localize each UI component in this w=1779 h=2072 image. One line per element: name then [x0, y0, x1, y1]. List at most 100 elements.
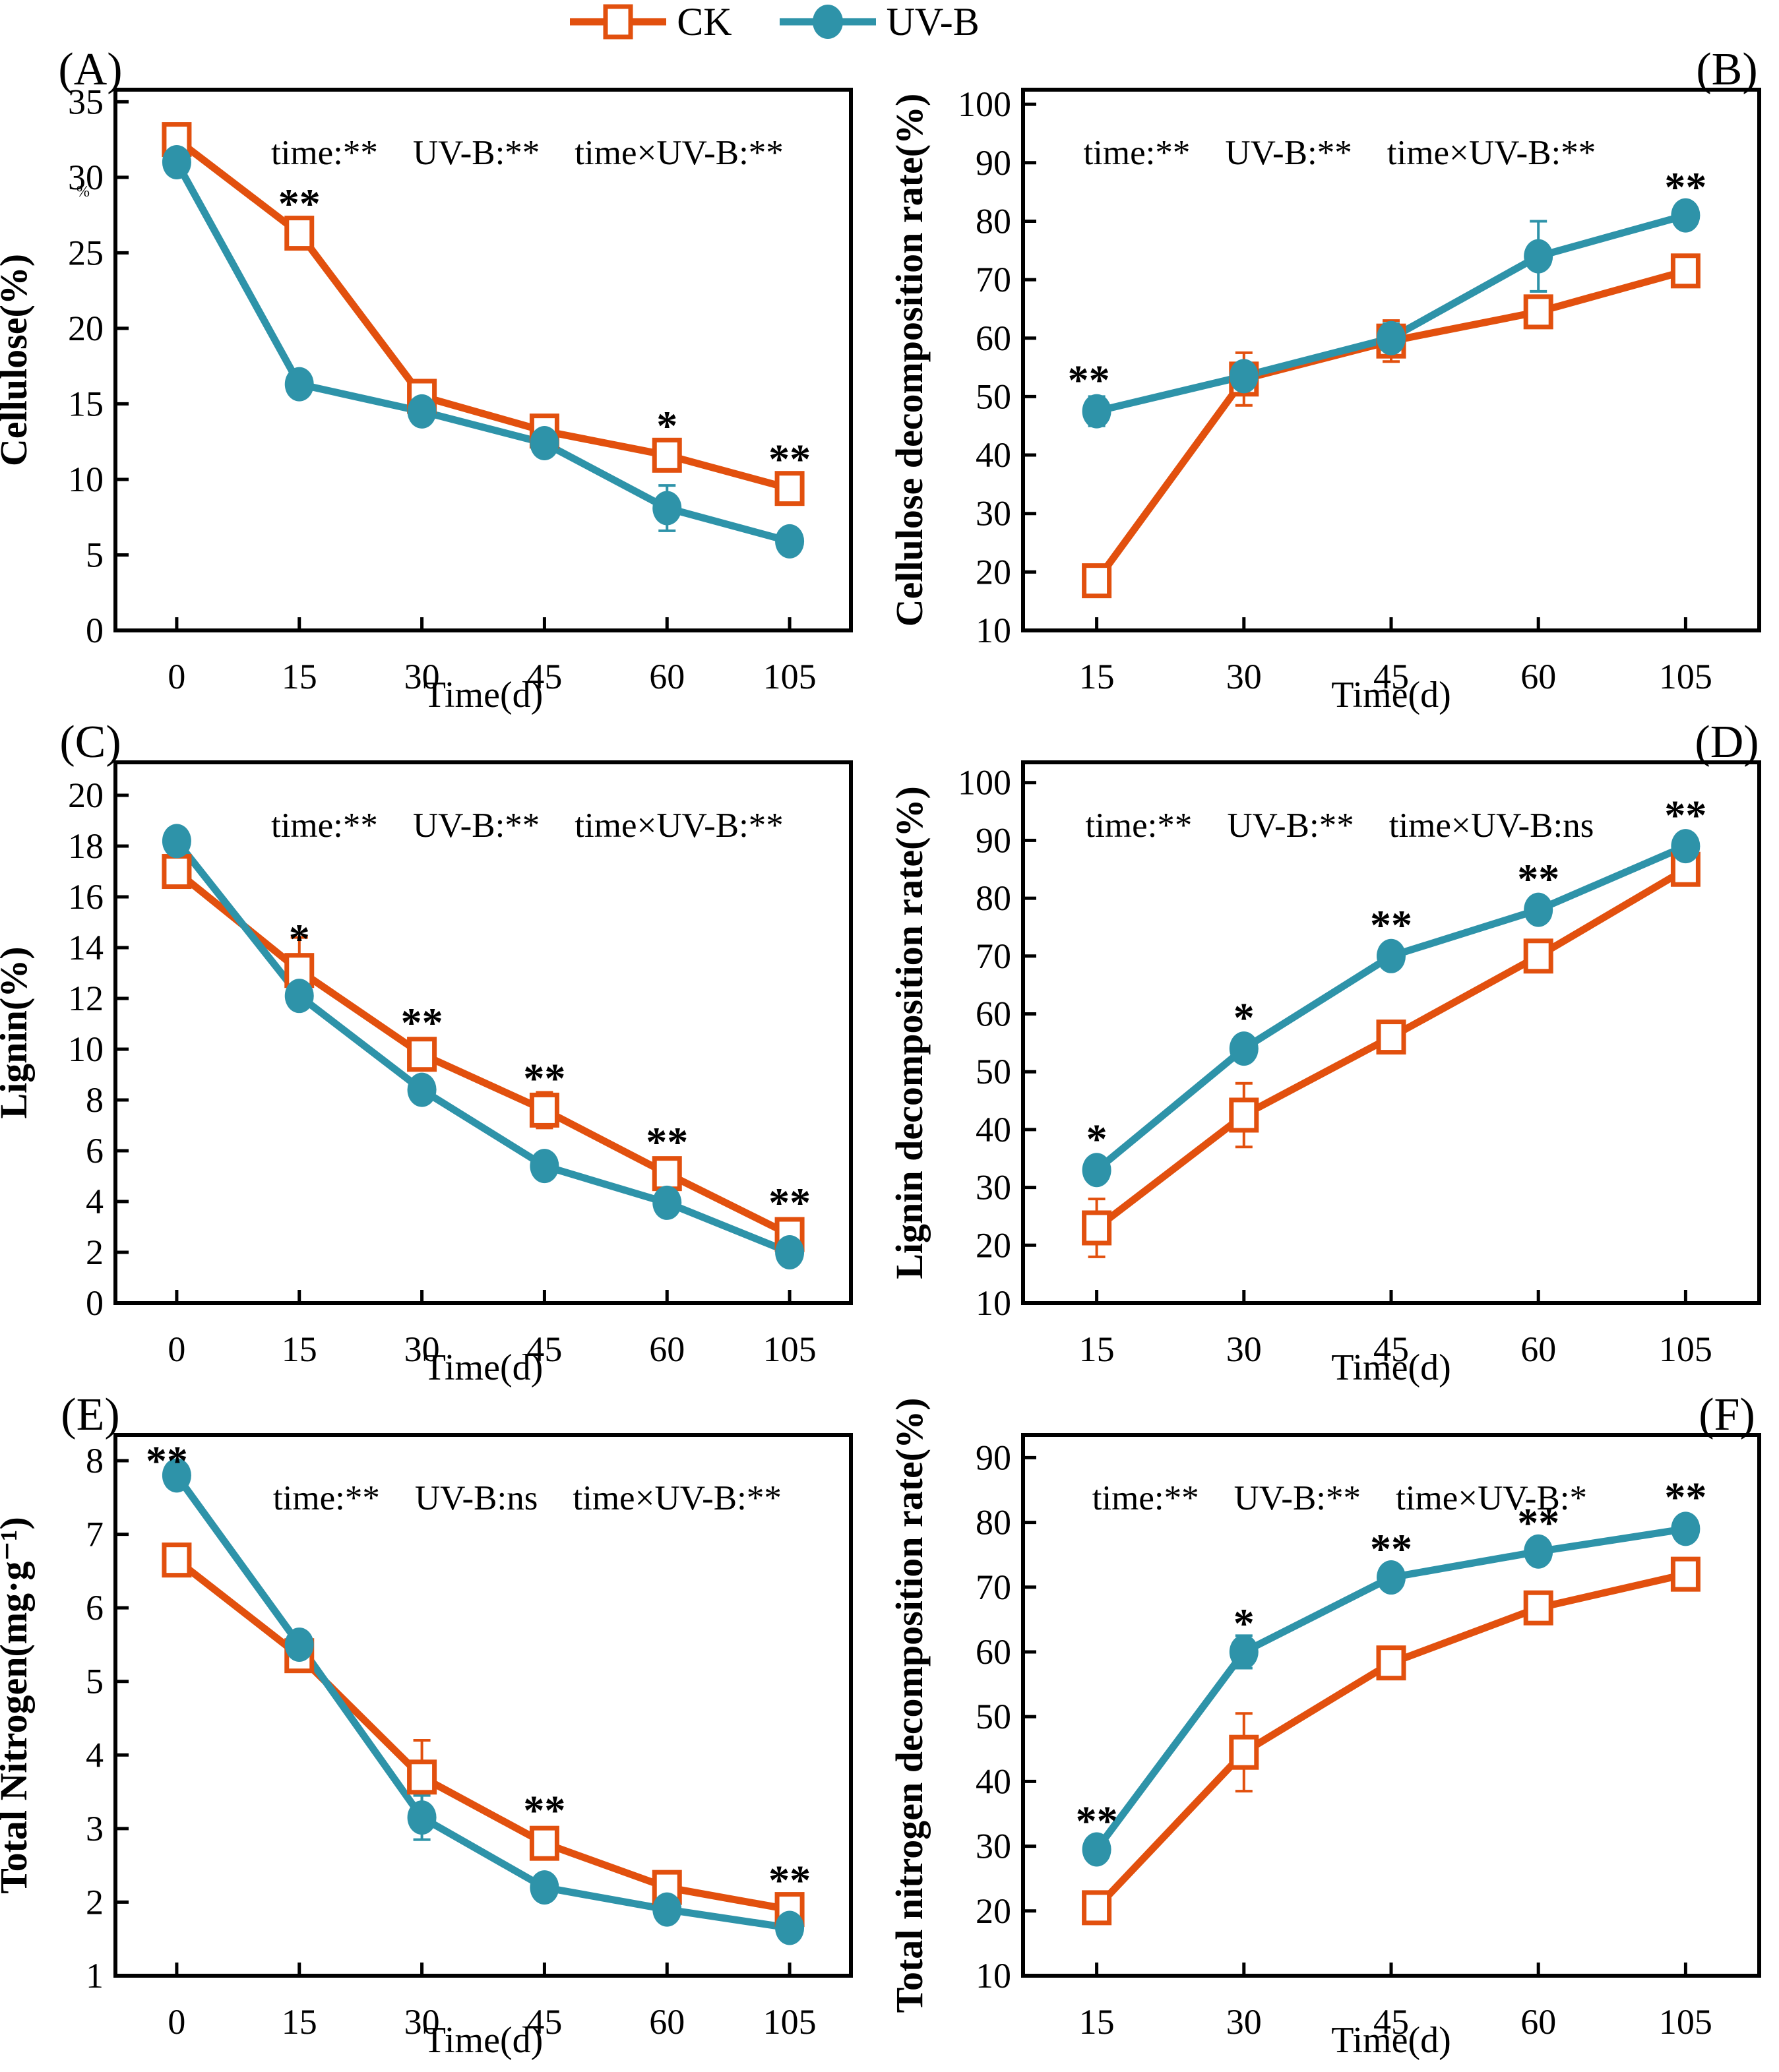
y-tick-label: 30 — [976, 494, 1011, 533]
significance-marker: ** — [768, 1179, 811, 1226]
significance-marker: ** — [1370, 901, 1412, 948]
x-tick-label: 30 — [1226, 2002, 1262, 2042]
x-tick-label: 30 — [1226, 1329, 1262, 1369]
y-tick-label: 5 — [86, 535, 104, 574]
x-axis-label: Time(d) — [1331, 2020, 1451, 2061]
ck-square-marker — [1523, 1590, 1553, 1626]
y-tick-label: 30 — [976, 1827, 1011, 1866]
significance-marker: ** — [401, 999, 443, 1046]
significance-marker: * — [1233, 1600, 1255, 1647]
x-axis-label: Time(d) — [1331, 1347, 1451, 1388]
y-tick-label: 10 — [976, 1956, 1011, 1996]
y-tick-label: 20 — [68, 309, 104, 348]
x-tick-label: 45 — [526, 1329, 562, 1369]
panel-b-cellulose-decomposition-chart: (B) 10 20 30 40 50 60 70 80 90 100 15 30 45 60 105 time:… — [888, 44, 1761, 716]
ck-square-marker — [1229, 1097, 1259, 1133]
y-tick-label: 0 — [86, 1283, 104, 1323]
plot-box — [113, 88, 853, 632]
uvb-circle-marker — [284, 979, 314, 1014]
uvb-circle-marker — [1229, 359, 1259, 394]
y-tick-label: 40 — [976, 435, 1011, 475]
y-tick-label: 3 — [86, 1809, 104, 1848]
uvb-circle-marker — [1082, 1153, 1111, 1188]
ck-square-marker — [774, 471, 805, 506]
ck-square-marker — [1376, 1020, 1406, 1055]
ck-square-marker — [1082, 563, 1112, 599]
legend-label-ck: CK — [677, 0, 732, 44]
uvb-circle-marker — [162, 824, 191, 859]
x-tick-label: 0 — [168, 2002, 185, 2042]
y-tick-label: 30 — [976, 1168, 1011, 1207]
y-tick-label: 60 — [976, 1632, 1011, 1672]
y-tick-label: 4 — [86, 1182, 104, 1221]
y-tick-label: 6 — [86, 1588, 104, 1628]
uvb-circle-marker — [1082, 1832, 1111, 1867]
x-tick-label: 30 — [404, 657, 440, 696]
x-tick-label: 45 — [526, 2002, 562, 2042]
significance-marker: ** — [278, 180, 321, 227]
y-tick-label: 20 — [976, 1225, 1011, 1265]
x-tick-label: 0 — [168, 1329, 185, 1369]
uvb-circle-marker — [407, 1072, 437, 1107]
y-tick-label: 25 — [68, 233, 104, 272]
uvb-circle-marker — [530, 425, 559, 460]
y-tick-label: 90 — [976, 143, 1011, 183]
y-tick-label: 5 — [86, 1662, 104, 1701]
x-tick-label: 105 — [763, 2002, 817, 2042]
ck-square-marker — [284, 216, 315, 251]
significance-marker: * — [1086, 1116, 1108, 1163]
uvb-circle-marker — [1082, 394, 1111, 429]
x-tick-label: 15 — [1079, 2002, 1115, 2042]
significance-marker: ** — [1068, 356, 1110, 403]
stats-annotation: time:** UV-B:** time×UV-B:ns — [1085, 807, 1594, 845]
ck-square-marker — [1229, 1734, 1259, 1770]
y-tick-label: 80 — [976, 1503, 1011, 1542]
x-tick-label: 0 — [168, 657, 185, 696]
uvb-circle-marker — [407, 394, 437, 429]
significance-marker: ** — [523, 1055, 565, 1102]
significance-marker: ** — [1517, 1500, 1559, 1546]
x-tick-label: 30 — [1226, 657, 1262, 696]
y-tick-label: 20 — [976, 1891, 1011, 1931]
y-tick-label: 100 — [958, 84, 1011, 124]
y-tick-label: 4 — [86, 1735, 104, 1775]
x-tick-label: 15 — [282, 657, 317, 696]
stray-percent-glyph: % — [77, 183, 90, 200]
x-axis-label: Time(d) — [423, 2020, 544, 2061]
x-tick-label: 15 — [1079, 1329, 1115, 1369]
significance-marker: ** — [768, 435, 811, 482]
x-tick-label: 60 — [1520, 1329, 1556, 1369]
x-axis-label: Time(d) — [1331, 675, 1451, 716]
panel-d-lignin-decomposition-chart: (D) 10 20 30 40 50 60 70 80 90 100 15 30 45 60 105 time:… — [888, 717, 1761, 1388]
ck-square-marker — [652, 1156, 682, 1192]
x-tick-label: 105 — [1659, 657, 1712, 696]
panel-letter: (F) — [1699, 1389, 1755, 1440]
ck-open-square-marker-icon — [570, 4, 667, 40]
uvb-circle-marker — [284, 367, 314, 402]
uvb-circle-marker — [1377, 938, 1406, 973]
x-tick-label: 15 — [282, 1329, 317, 1369]
ck-square-marker — [1670, 1556, 1701, 1592]
y-tick-label: 15 — [68, 384, 104, 423]
plot-box — [1021, 760, 1761, 1305]
x-tick-label: 60 — [649, 2002, 685, 2042]
significance-marker: ** — [1664, 1473, 1706, 1520]
ck-square-marker — [1376, 1645, 1406, 1681]
x-tick-label: 45 — [1373, 1329, 1409, 1369]
panel-c-lignin-chart: (C) 0 2 4 6 8 10 12 14 16 18 20 0 15 30 45 60 105 time:** … — [0, 717, 853, 1388]
x-axis-label: Time(d) — [423, 1347, 544, 1388]
uvb-circle-marker — [284, 1627, 314, 1662]
ck-square-marker — [162, 854, 192, 890]
y-tick-label: 8 — [86, 1080, 104, 1120]
panel-letter: (D) — [1695, 717, 1759, 768]
ck-square-marker — [529, 1825, 559, 1861]
y-tick-label: 70 — [976, 260, 1011, 299]
stats-annotation: time:** UV-B:** time×UV-B:* — [1092, 1479, 1587, 1517]
CK-line — [1094, 267, 1687, 583]
y-tick-label: 35 — [68, 82, 104, 121]
panel-a-cellulose-chart: (A) 0 5 10 15 20 25 30 35 0 15 30 45 60 105 time:** UV-… — [0, 44, 853, 716]
x-tick-label: 60 — [1520, 2002, 1556, 2042]
y-tick-label: 2 — [86, 1882, 104, 1922]
y-axis-label: Lignin decomposition rate(%) — [888, 786, 931, 1279]
uvb-circle-marker — [1524, 1534, 1553, 1569]
